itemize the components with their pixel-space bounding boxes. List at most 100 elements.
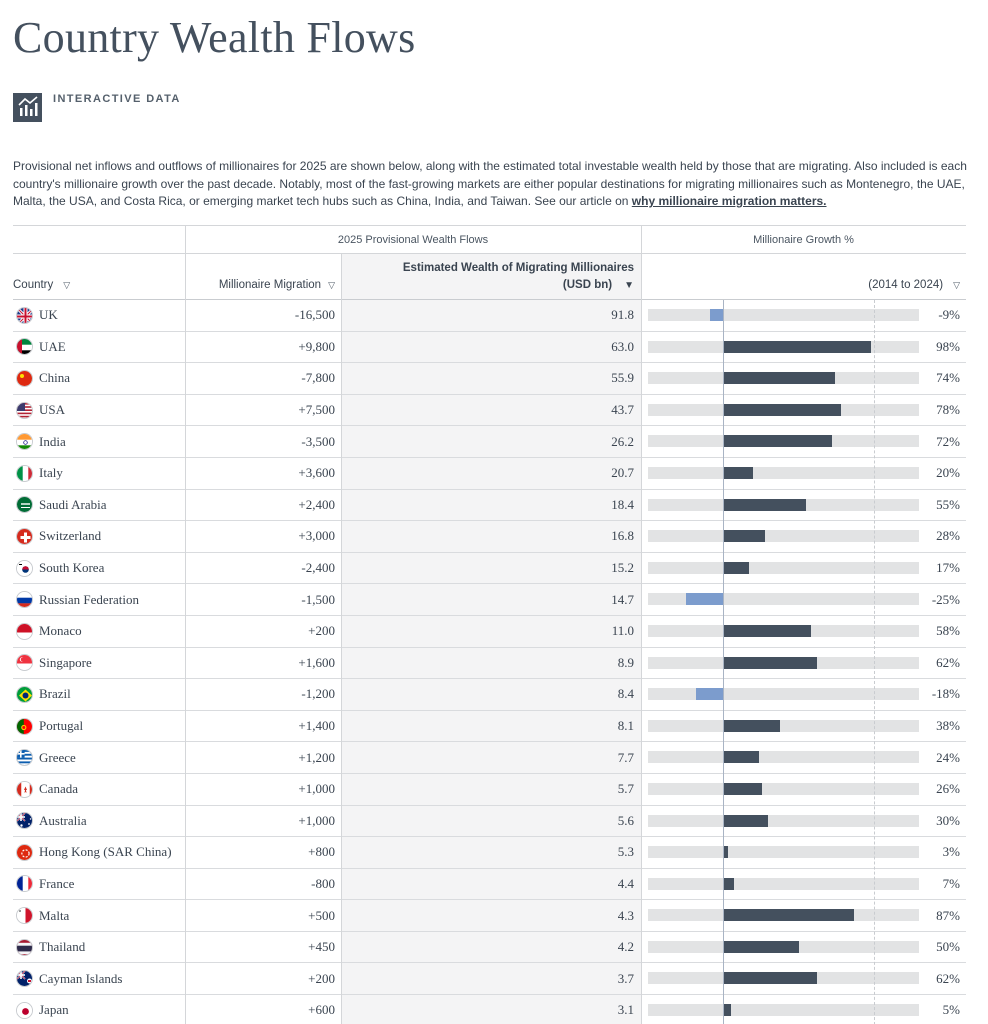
column-wealth[interactable]: Estimated Wealth of Migrating Millionair…: [341, 254, 641, 299]
filter-icon[interactable]: ▽: [63, 280, 71, 290]
country-name: Greece: [39, 749, 76, 765]
table-row[interactable]: India -3,500 26.2 72%: [13, 426, 966, 458]
table-row[interactable]: China -7,800 55.9 74%: [13, 363, 966, 395]
table-row[interactable]: Monaco +200 11.0 58%: [13, 615, 966, 648]
growth-bar: [696, 688, 724, 701]
growth-cell: -18%: [641, 679, 966, 710]
growth-cell: -25%: [641, 584, 966, 615]
migration-cell: +1,400: [298, 718, 335, 734]
table-row[interactable]: Saudi Arabia +2,400 18.4 55%: [13, 489, 966, 522]
growth-value: 62%: [936, 654, 960, 670]
growth-value: 98%: [936, 338, 960, 354]
table-row[interactable]: Singapore +1,600 8.9 62%: [13, 647, 966, 680]
table-row[interactable]: Greece +1,200 7.7 24%: [13, 742, 966, 774]
country-name: UK: [39, 307, 58, 323]
country-name: UAE: [39, 338, 66, 354]
growth-bar: [723, 846, 728, 859]
growth-value: 62%: [936, 970, 960, 986]
article-link[interactable]: why millionaire migration matters.: [631, 194, 827, 208]
table-row[interactable]: Hong Kong (SAR China) +800 5.3 3%: [13, 837, 966, 869]
table-row[interactable]: Cayman Islands +200 3.7 62%: [13, 963, 966, 996]
growth-cell: 30%: [641, 806, 966, 837]
migration-cell: +1,000: [298, 781, 335, 797]
column-migration[interactable]: Millionaire Migration ▽: [185, 254, 341, 299]
growth-bar-track: [648, 498, 919, 511]
country-name: France: [39, 875, 75, 891]
table-row[interactable]: Brazil -1,200 8.4 -18%: [13, 679, 966, 711]
growth-cell: 3%: [641, 837, 966, 868]
growth-value: 17%: [936, 560, 960, 576]
table-row[interactable]: UK -16,500 91.8 -9%: [13, 300, 966, 332]
country-cell: Saudi Arabia: [13, 490, 185, 521]
table-row[interactable]: Canada +1,000 5.7 26%: [13, 773, 966, 806]
growth-bar-track: [648, 751, 919, 764]
table-row[interactable]: Russian Federation -1,500 14.7 -25%: [13, 584, 966, 616]
growth-bar-track: [648, 972, 919, 985]
table-row[interactable]: Portugal +1,400 8.1 38%: [13, 710, 966, 743]
table-row[interactable]: Japan +600 3.1 5%: [13, 995, 966, 1024]
greece-flag-icon: [16, 749, 33, 767]
country-cell: South Korea: [13, 553, 185, 584]
growth-value: 26%: [936, 781, 960, 797]
table-row[interactable]: Thailand +450 4.2 50%: [13, 931, 966, 964]
growth-bar: [723, 656, 817, 669]
table-row[interactable]: Malta +500 4.3 87%: [13, 900, 966, 932]
country-name: Malta: [39, 907, 70, 923]
cayman-flag-icon: [16, 970, 33, 988]
growth-bar-track: [648, 403, 919, 416]
country-name: Monaco: [39, 623, 82, 639]
growth-bar-track: [648, 940, 919, 953]
growth-value: 20%: [936, 465, 960, 481]
growth-value: 78%: [936, 402, 960, 418]
growth-bar-track: [648, 719, 919, 732]
table-row[interactable]: Italy +3,600 20.7 20%: [13, 457, 966, 490]
growth-bar-track: [648, 846, 919, 859]
wealth-cell: 8.9: [341, 647, 641, 679]
country-cell: UAE: [13, 332, 185, 363]
table-row[interactable]: USA +7,500 43.7 78%: [13, 394, 966, 427]
column-wealth-label-line1: Estimated Wealth of Migrating Millionair…: [402, 261, 634, 274]
growth-cell: 98%: [641, 332, 966, 363]
growth-cell: 26%: [641, 774, 966, 805]
table-row[interactable]: Switzerland +3,000 16.8 28%: [13, 521, 966, 553]
growth-bar: [723, 909, 855, 922]
table-row[interactable]: Australia +1,000 5.6 30%: [13, 805, 966, 838]
country-cell: India: [13, 426, 185, 457]
migration-cell: +200: [308, 970, 335, 986]
wealth-cell: 3.1: [341, 995, 641, 1024]
migration-cell: +2,400: [298, 496, 335, 512]
monaco-flag-icon: [16, 622, 33, 640]
wealth-cell: 3.7: [341, 963, 641, 995]
country-cell: Singapore: [13, 648, 185, 679]
column-country[interactable]: Country ▽: [13, 254, 185, 299]
growth-cell: 50%: [641, 932, 966, 963]
table-row[interactable]: France -800 4.4 7%: [13, 868, 966, 901]
wealth-cell: 91.8: [341, 300, 641, 331]
table-row[interactable]: South Korea -2,400 15.2 17%: [13, 552, 966, 585]
growth-value: 55%: [936, 496, 960, 512]
thailand-flag-icon: [16, 938, 33, 956]
migration-cell: -3,500: [301, 433, 335, 449]
column-growth[interactable]: (2014 to 2024) ▽: [641, 254, 966, 299]
table-row[interactable]: UAE +9,800 63.0 98%: [13, 331, 966, 364]
growth-bar-track: [648, 688, 919, 701]
growth-value: 5%: [942, 1002, 960, 1018]
filter-icon[interactable]: ▽: [328, 280, 335, 290]
migration-cell: +1,600: [298, 654, 335, 670]
country-cell: Japan: [13, 995, 185, 1024]
growth-cell: 58%: [641, 616, 966, 647]
column-migration-label: Millionaire Migration: [218, 279, 322, 291]
column-country-label: Country: [13, 279, 54, 291]
country-cell: Cayman Islands: [13, 963, 185, 994]
sort-descending-icon[interactable]: ▼: [624, 279, 634, 291]
country-name: Singapore: [39, 654, 92, 670]
india-flag-icon: [16, 433, 33, 451]
usa-flag-icon: [16, 401, 33, 419]
column-divider: [641, 225, 642, 1024]
wealth-cell: 15.2: [341, 552, 641, 584]
growth-bar: [723, 498, 807, 511]
growth-bar: [723, 814, 769, 827]
country-cell: Malta: [13, 900, 185, 931]
filter-icon[interactable]: ▽: [953, 280, 960, 290]
wealth-cell: 18.4: [341, 489, 641, 521]
